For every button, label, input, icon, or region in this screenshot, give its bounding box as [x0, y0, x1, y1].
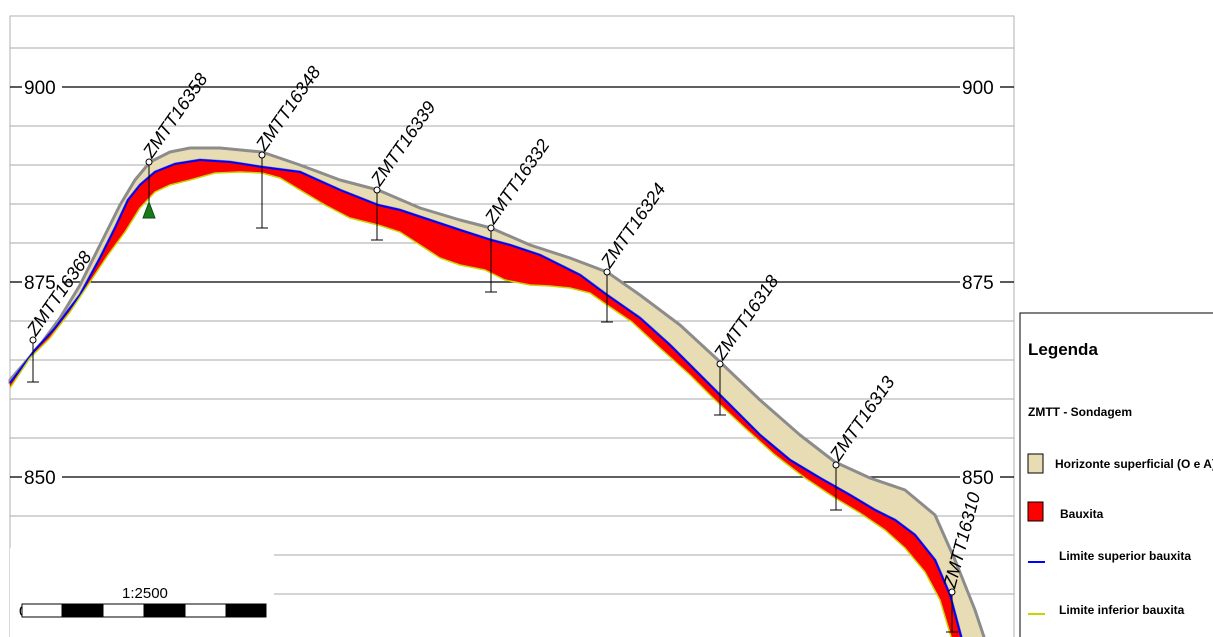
elevation-label-875-left: 875	[24, 273, 56, 294]
water-level-icon	[142, 200, 156, 219]
scale-bar: 1:2500 0 25 50 75 100 125	[10, 548, 274, 637]
elevation-label-850-right: 850	[962, 468, 994, 489]
legend-title: Legenda	[1028, 340, 1098, 359]
bauxite-lower-limit-line	[9, 171, 952, 637]
elevation-labels-left: 900 875 850	[24, 78, 56, 489]
elevation-label-900-right: 900	[962, 78, 994, 99]
legend-box	[1019, 312, 1213, 637]
legend: Legenda ZMTT - Sondagem Horizonte superf…	[1019, 312, 1213, 637]
legend-swatch-bauxite	[1027, 501, 1044, 522]
elevation-label-875-right: 875	[962, 273, 994, 294]
legend-label-lower-limit: Limite inferior bauxita	[1059, 603, 1185, 617]
plot-frame	[9, 15, 1015, 637]
legend-borehole-text: ZMTT - Sondagem	[1028, 405, 1132, 419]
legend-swatch-surface-horizon	[1027, 453, 1044, 474]
scale-ratio: 1:2500	[122, 585, 168, 602]
elevation-label-850-left: 850	[24, 468, 56, 489]
legend-label-bauxite: Bauxita	[1060, 507, 1104, 521]
elevation-label-900-left: 900	[24, 78, 56, 99]
legend-label-surface-horizon: Horizonte superficial (O e A)	[1055, 457, 1213, 471]
legend-label-upper-limit: Limite superior bauxita	[1059, 549, 1191, 563]
elevation-labels-right: 900 875 850	[962, 78, 994, 489]
bauxite-layer	[10, 160, 962, 637]
